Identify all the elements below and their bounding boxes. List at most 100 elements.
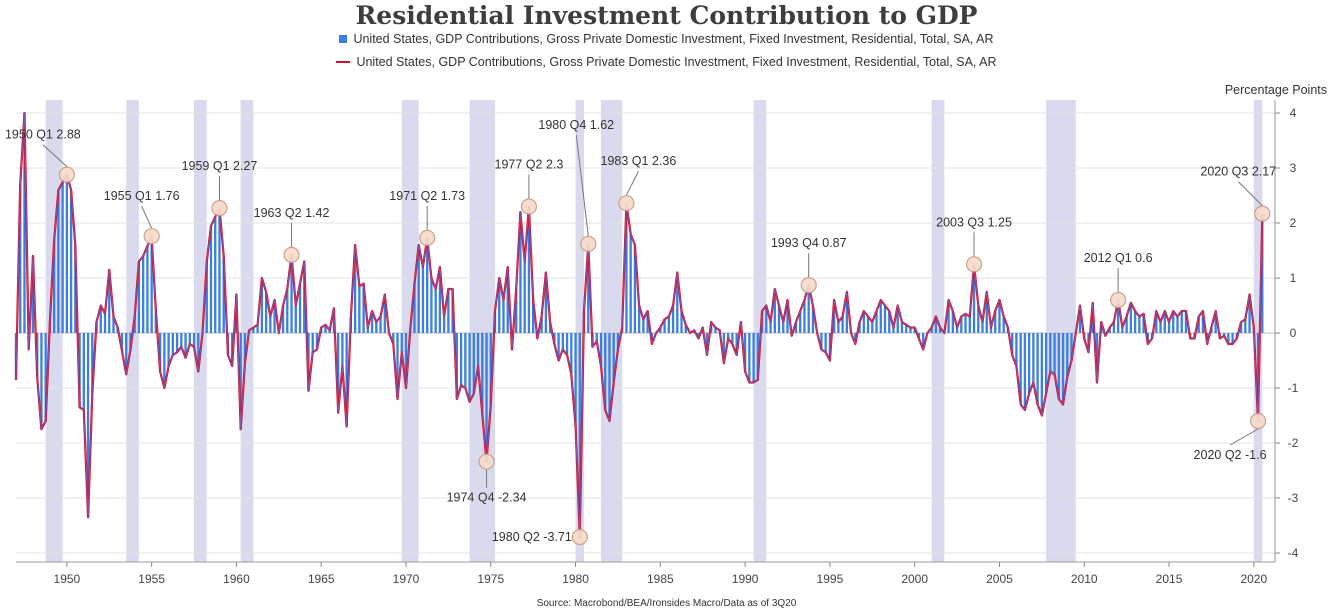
bar bbox=[1239, 322, 1243, 333]
bar bbox=[1167, 322, 1171, 333]
bar bbox=[837, 322, 840, 333]
bar bbox=[523, 261, 526, 333]
bar bbox=[1027, 333, 1031, 394]
bar bbox=[888, 311, 891, 333]
axes: -4 -3 -2 -1 0 1 2 3 4 1950 1955 1960 1965 1970 1975 198… bbox=[16, 100, 1299, 586]
annotation-marker bbox=[1110, 291, 1127, 309]
bar bbox=[947, 300, 950, 333]
bar bbox=[896, 305, 899, 333]
bar bbox=[985, 291, 988, 333]
bar bbox=[735, 333, 738, 355]
bar bbox=[1248, 294, 1251, 333]
bar bbox=[527, 206, 531, 333]
bar bbox=[137, 261, 141, 333]
bar bbox=[392, 333, 395, 344]
bar bbox=[994, 311, 997, 333]
bar bbox=[366, 327, 370, 333]
recession-band-2 bbox=[194, 100, 207, 562]
legend-bar-swatch bbox=[339, 35, 348, 43]
bar bbox=[184, 333, 187, 358]
bar bbox=[434, 289, 437, 333]
x-tick-label: 1975 bbox=[477, 572, 504, 586]
x-tick-label: 1985 bbox=[647, 572, 674, 586]
annotation-label: 1980 Q2 -3.71 bbox=[492, 530, 572, 544]
annotation-label: 2003 Q3 1.25 bbox=[936, 215, 1012, 229]
y-tick-label: 0 bbox=[1290, 326, 1297, 340]
bar bbox=[1222, 333, 1226, 336]
bar bbox=[91, 333, 94, 394]
bar bbox=[286, 289, 289, 333]
legend-item-bars[interactable]: United States, GDP Contributions, Gross … bbox=[0, 32, 1333, 46]
bar bbox=[1172, 311, 1175, 333]
annotation-marker bbox=[618, 195, 635, 212]
legend-item-line[interactable]: United States, GDP Contributions, Gross … bbox=[0, 55, 1333, 69]
bar bbox=[281, 305, 285, 333]
bar bbox=[1032, 333, 1035, 383]
bar bbox=[807, 285, 810, 333]
annotation-marker bbox=[211, 200, 228, 217]
bar bbox=[1227, 333, 1230, 344]
bar bbox=[86, 333, 90, 518]
bar bbox=[748, 333, 751, 383]
bar bbox=[167, 333, 170, 366]
bar bbox=[404, 333, 408, 388]
bar bbox=[866, 316, 870, 333]
bar bbox=[1125, 316, 1128, 333]
bar bbox=[252, 327, 255, 333]
bar bbox=[752, 333, 755, 383]
bar bbox=[112, 316, 115, 333]
bar bbox=[273, 300, 276, 333]
bar bbox=[74, 245, 77, 333]
y-tick-label: -4 bbox=[1288, 546, 1299, 560]
y-tick-label: 3 bbox=[1290, 161, 1297, 175]
bar bbox=[23, 113, 26, 333]
bar bbox=[977, 305, 980, 333]
bar bbox=[981, 322, 984, 333]
source-note: Source: Macrobond/BEA/Ironsides Macro/Da… bbox=[536, 598, 797, 609]
bar bbox=[879, 300, 882, 333]
annotation-marker bbox=[283, 246, 300, 263]
bar bbox=[44, 333, 47, 421]
bar bbox=[1019, 333, 1022, 405]
bar bbox=[972, 264, 976, 333]
bar bbox=[290, 254, 293, 333]
bar bbox=[315, 333, 319, 350]
bar bbox=[680, 311, 683, 333]
annotation-leader bbox=[42, 144, 68, 167]
x-tick-label: 1995 bbox=[817, 572, 844, 586]
bar bbox=[120, 333, 124, 351]
bar bbox=[519, 212, 522, 333]
bar bbox=[1002, 316, 1005, 333]
bar bbox=[612, 333, 615, 383]
bar bbox=[663, 319, 666, 333]
bar bbox=[459, 333, 463, 386]
x-tick-label: 2005 bbox=[986, 572, 1013, 586]
bar bbox=[773, 289, 776, 333]
bar bbox=[353, 245, 357, 333]
annotation-marker bbox=[1254, 205, 1271, 222]
bar bbox=[557, 333, 560, 361]
bar bbox=[570, 333, 573, 375]
bar bbox=[1057, 333, 1060, 399]
x-tick-label: 1955 bbox=[138, 572, 165, 586]
bar bbox=[909, 327, 912, 333]
bar bbox=[142, 256, 145, 333]
bar bbox=[722, 333, 726, 364]
bar bbox=[311, 333, 314, 353]
bar bbox=[464, 333, 467, 388]
annotation-marker bbox=[1249, 412, 1267, 430]
bar bbox=[103, 313, 107, 333]
bar bbox=[31, 256, 35, 333]
bar bbox=[574, 333, 577, 427]
bar bbox=[57, 190, 60, 333]
bar bbox=[61, 182, 64, 333]
bar bbox=[264, 291, 268, 333]
bar bbox=[642, 319, 645, 333]
annotation-marker bbox=[478, 453, 495, 470]
recession-band-10 bbox=[1046, 100, 1076, 562]
bar bbox=[841, 316, 844, 333]
bar bbox=[531, 300, 535, 333]
bar bbox=[65, 174, 69, 333]
bar bbox=[1116, 300, 1120, 333]
